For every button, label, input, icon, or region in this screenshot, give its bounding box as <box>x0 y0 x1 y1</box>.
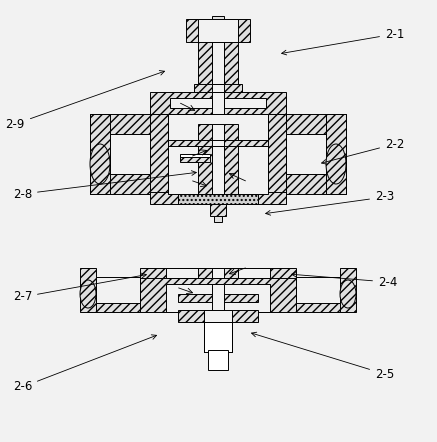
Bar <box>90 114 150 134</box>
Bar <box>286 134 326 174</box>
Text: 2-4: 2-4 <box>292 272 397 289</box>
Bar <box>212 92 224 114</box>
Bar <box>96 277 140 303</box>
Ellipse shape <box>340 280 356 308</box>
Bar <box>168 140 268 146</box>
Bar <box>90 174 150 194</box>
Bar <box>286 174 346 194</box>
Bar <box>90 294 140 312</box>
Bar <box>150 92 286 114</box>
Bar <box>212 124 224 194</box>
Bar <box>166 284 270 312</box>
Bar <box>178 194 258 204</box>
Bar <box>110 134 150 174</box>
Bar <box>224 19 238 87</box>
Ellipse shape <box>80 280 96 308</box>
Bar <box>212 284 224 312</box>
Text: 2-1: 2-1 <box>282 27 404 55</box>
Bar <box>208 350 228 370</box>
Bar <box>210 204 226 216</box>
Bar <box>198 124 212 194</box>
Bar <box>212 84 224 92</box>
Text: 2-2: 2-2 <box>322 137 404 164</box>
Bar <box>180 154 210 157</box>
Bar <box>232 114 242 120</box>
Bar <box>90 278 140 294</box>
Bar <box>286 114 346 134</box>
Bar <box>194 84 242 92</box>
Bar <box>178 294 258 302</box>
Bar <box>212 268 224 278</box>
Bar <box>198 268 238 278</box>
Bar <box>140 274 296 312</box>
Bar <box>212 16 224 19</box>
Bar <box>140 268 296 278</box>
Text: 2-3: 2-3 <box>266 191 394 215</box>
Text: 2-5: 2-5 <box>252 332 394 381</box>
Bar <box>296 277 340 303</box>
Ellipse shape <box>326 144 346 184</box>
Bar <box>198 19 212 87</box>
Bar <box>268 114 286 194</box>
Bar <box>204 312 232 352</box>
Text: 2-9: 2-9 <box>6 71 164 130</box>
Bar <box>204 310 232 322</box>
Text: 2-7: 2-7 <box>13 273 146 304</box>
Bar <box>326 114 346 194</box>
Bar <box>198 19 238 42</box>
Text: 2-8: 2-8 <box>13 171 196 201</box>
Bar <box>340 268 356 312</box>
Bar <box>224 124 238 194</box>
Bar <box>212 19 224 87</box>
Ellipse shape <box>90 144 110 184</box>
Bar <box>80 268 96 312</box>
Bar <box>212 140 224 146</box>
Bar <box>166 268 270 278</box>
Bar <box>214 216 222 222</box>
Bar <box>224 98 266 108</box>
Bar <box>194 114 204 120</box>
Text: 2-6: 2-6 <box>13 335 156 393</box>
Bar <box>296 294 346 312</box>
Bar <box>186 19 250 42</box>
Bar <box>180 157 210 162</box>
Bar <box>170 98 212 108</box>
Bar <box>90 114 110 194</box>
Bar <box>150 114 168 194</box>
Bar <box>168 114 268 194</box>
Bar <box>178 310 258 322</box>
Bar <box>150 192 286 204</box>
Bar <box>296 278 346 294</box>
